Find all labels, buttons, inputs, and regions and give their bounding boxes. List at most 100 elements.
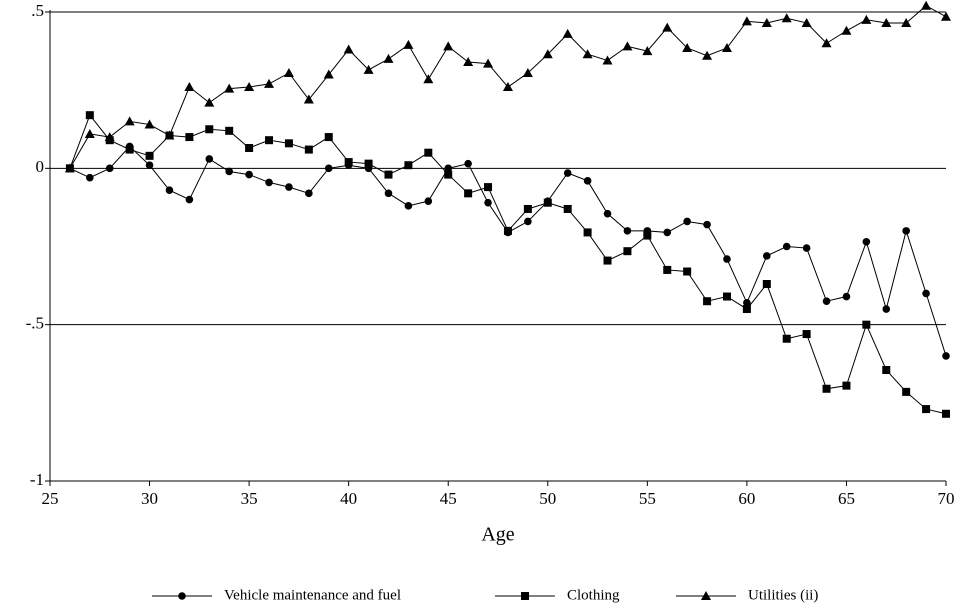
point	[404, 161, 413, 170]
point	[802, 244, 811, 252]
point	[85, 111, 94, 120]
point	[603, 209, 612, 218]
point	[523, 204, 532, 213]
x-tick-label: 65	[838, 489, 855, 508]
point	[245, 170, 253, 179]
point	[165, 186, 174, 195]
point	[682, 42, 693, 52]
point	[204, 97, 215, 107]
point	[484, 198, 492, 207]
x-tick-label: 55	[639, 489, 656, 508]
point	[583, 228, 592, 237]
point	[404, 202, 413, 210]
point	[861, 14, 872, 24]
point	[942, 352, 950, 360]
point	[145, 161, 154, 170]
series-line	[69, 114, 947, 415]
point	[942, 409, 950, 418]
point	[542, 49, 553, 59]
point	[225, 167, 233, 176]
point	[164, 130, 175, 140]
point	[484, 183, 493, 192]
point	[742, 305, 751, 314]
x-tick-label: 60	[738, 489, 755, 508]
point	[722, 292, 731, 301]
point	[782, 334, 791, 343]
point	[842, 381, 851, 390]
point	[602, 55, 613, 65]
point	[503, 226, 512, 235]
point	[583, 177, 592, 185]
point	[424, 197, 433, 205]
point	[304, 145, 313, 154]
point	[662, 22, 673, 32]
point	[283, 67, 294, 77]
point	[363, 64, 374, 74]
point	[324, 133, 333, 142]
point	[822, 297, 831, 306]
point	[483, 58, 494, 68]
legend-label: Clothing	[567, 587, 620, 603]
legend-label: Utilities (ii)	[748, 587, 818, 603]
point	[663, 228, 672, 237]
point	[763, 252, 771, 260]
point	[424, 148, 433, 157]
point	[145, 151, 154, 160]
point	[105, 164, 114, 173]
point	[244, 82, 255, 92]
point	[821, 38, 832, 48]
x-tick-label: 50	[539, 489, 556, 508]
x-tick-label: 45	[440, 489, 457, 508]
x-tick-label: 40	[340, 489, 357, 508]
legend-marker	[521, 592, 529, 600]
point	[265, 136, 274, 145]
point	[822, 384, 831, 393]
point	[683, 267, 692, 276]
point	[881, 17, 892, 27]
point	[941, 11, 951, 21]
point	[205, 125, 214, 134]
point	[225, 126, 234, 135]
point	[463, 57, 474, 67]
point	[703, 220, 711, 229]
point	[303, 94, 314, 104]
point	[902, 227, 910, 235]
y-tick-label: -.5	[26, 314, 44, 333]
legend-label: Vehicle maintenance and fuel	[224, 587, 401, 603]
point	[502, 82, 513, 92]
point	[642, 46, 653, 56]
point	[882, 366, 891, 375]
x-tick-label: 70	[938, 489, 955, 508]
point	[444, 170, 453, 179]
point	[721, 42, 732, 52]
point	[922, 289, 930, 298]
point	[562, 28, 573, 38]
point	[623, 247, 632, 256]
point	[264, 78, 275, 88]
point	[862, 238, 871, 246]
point	[702, 50, 713, 60]
point	[921, 0, 932, 10]
point	[922, 405, 931, 414]
point	[383, 53, 394, 63]
point	[862, 320, 871, 329]
point	[723, 255, 731, 263]
point	[265, 178, 273, 187]
point	[643, 231, 652, 240]
point	[902, 387, 911, 396]
point	[324, 164, 333, 173]
point	[524, 217, 532, 226]
y-tick-label: 0	[36, 157, 45, 176]
point	[882, 305, 891, 313]
point	[582, 49, 593, 59]
x-tick-label: 30	[141, 489, 158, 508]
point	[344, 158, 353, 167]
point	[245, 144, 254, 153]
point	[305, 189, 313, 198]
point	[743, 298, 751, 307]
point	[403, 39, 414, 49]
point	[543, 198, 552, 207]
point	[782, 242, 791, 251]
point	[622, 41, 633, 51]
